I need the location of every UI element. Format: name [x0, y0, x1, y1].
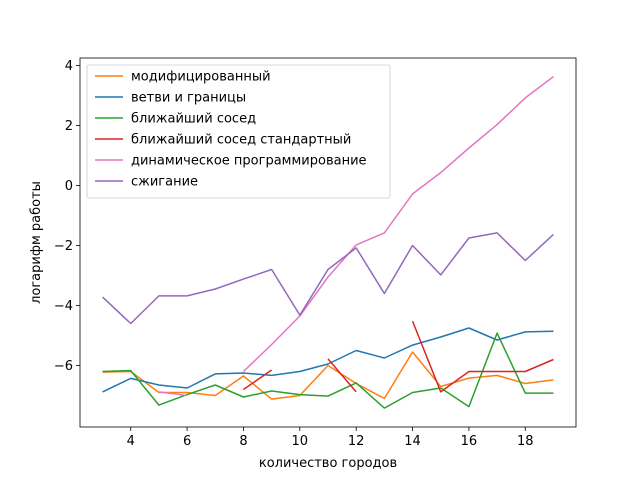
- series-line: [102, 232, 554, 325]
- legend-item: ближайший сосед: [95, 112, 256, 127]
- x-tick-label: 16: [461, 434, 478, 449]
- series-line: [411, 320, 554, 393]
- y-tick-label: 4: [65, 59, 73, 74]
- legend-label: ветви и границы: [131, 91, 246, 106]
- legend-item: модифицированный: [95, 70, 271, 85]
- axes: 4 6 8 10 12 14 16 18 −6 −4 −2 0 2 4: [54, 57, 577, 449]
- series-line: [102, 351, 554, 400]
- x-tick-label: 4: [127, 434, 135, 449]
- x-tick-label: 18: [517, 434, 534, 449]
- series-4: [243, 320, 554, 393]
- series-line: [242, 76, 554, 373]
- x-tick-label: 10: [292, 434, 309, 449]
- x-axis-label: количество городов: [259, 456, 397, 471]
- legend-item: ближайший сосед стандартный: [95, 133, 351, 148]
- series-2: [102, 327, 554, 393]
- legend-label: ближайший сосед: [131, 112, 256, 127]
- legend: модифицированный ветви и границы ближайший…: [86, 64, 391, 199]
- legend-label: модифицированный: [131, 70, 271, 85]
- series-layer: [102, 76, 554, 409]
- legend-item: динамическое программирование: [95, 154, 367, 169]
- legend-label: сжигание: [131, 175, 198, 190]
- series-3: [102, 332, 554, 409]
- legend-item: сжигание: [95, 175, 198, 190]
- legend-box: [86, 64, 391, 199]
- legend-label: динамическое программирование: [131, 154, 367, 169]
- series-line: [327, 358, 357, 393]
- y-tick-label: 2: [65, 119, 73, 134]
- series-line: [158, 391, 188, 397]
- series-line: [102, 327, 554, 393]
- series-line: [243, 369, 273, 391]
- y-tick-label: −6: [54, 359, 73, 374]
- series-5: [158, 76, 554, 397]
- x-tick-label: 14: [404, 434, 421, 449]
- legend-label: ближайший сосед стандартный: [131, 133, 351, 148]
- axes-frame: [79, 57, 577, 428]
- series-6: [102, 232, 554, 325]
- series-line: [102, 332, 554, 409]
- y-tick-label: 0: [65, 179, 73, 194]
- series-1: [102, 351, 554, 400]
- y-tick-label: −2: [54, 239, 73, 254]
- x-tick-label: 12: [348, 434, 365, 449]
- x-tick-label: 8: [239, 434, 247, 449]
- legend-item: ветви и границы: [95, 91, 246, 106]
- y-tick-label: −4: [54, 299, 73, 314]
- y-axis-label: логарифм работы: [29, 181, 44, 304]
- x-tick-label: 6: [183, 434, 191, 449]
